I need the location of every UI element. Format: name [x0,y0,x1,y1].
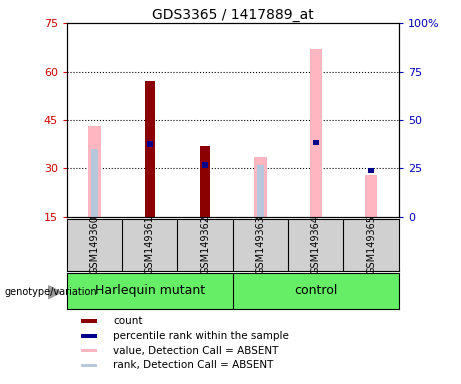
Text: rank, Detection Call = ABSENT: rank, Detection Call = ABSENT [113,360,273,371]
Bar [254,157,266,217]
Text: control: control [294,285,337,297]
Bar [89,126,100,217]
Text: count: count [113,316,142,326]
Bar [145,81,155,217]
Bar [81,319,97,323]
Bar [368,168,374,172]
Text: genotype/variation: genotype/variation [5,287,97,297]
Bar [200,146,210,217]
Bar [81,349,97,353]
Text: GSM149361: GSM149361 [145,215,155,274]
Text: GSM149363: GSM149363 [255,215,266,274]
Bar [257,165,264,217]
Text: percentile rank within the sample: percentile rank within the sample [113,331,289,341]
Text: GSM149365: GSM149365 [366,215,376,274]
Bar [202,162,208,169]
Bar [310,49,322,217]
Text: GSM149360: GSM149360 [89,215,100,274]
Polygon shape [48,286,61,299]
Bar [365,175,377,217]
Text: GSM149362: GSM149362 [200,215,210,274]
Text: value, Detection Call = ABSENT: value, Detection Call = ABSENT [113,346,278,356]
Bar [313,140,319,145]
Text: Harlequin mutant: Harlequin mutant [95,285,205,297]
Bar [81,364,97,367]
Title: GDS3365 / 1417889_at: GDS3365 / 1417889_at [152,8,313,22]
Bar [147,141,153,147]
Bar [81,334,97,338]
Text: GSM149364: GSM149364 [311,215,321,274]
Bar [91,149,98,217]
